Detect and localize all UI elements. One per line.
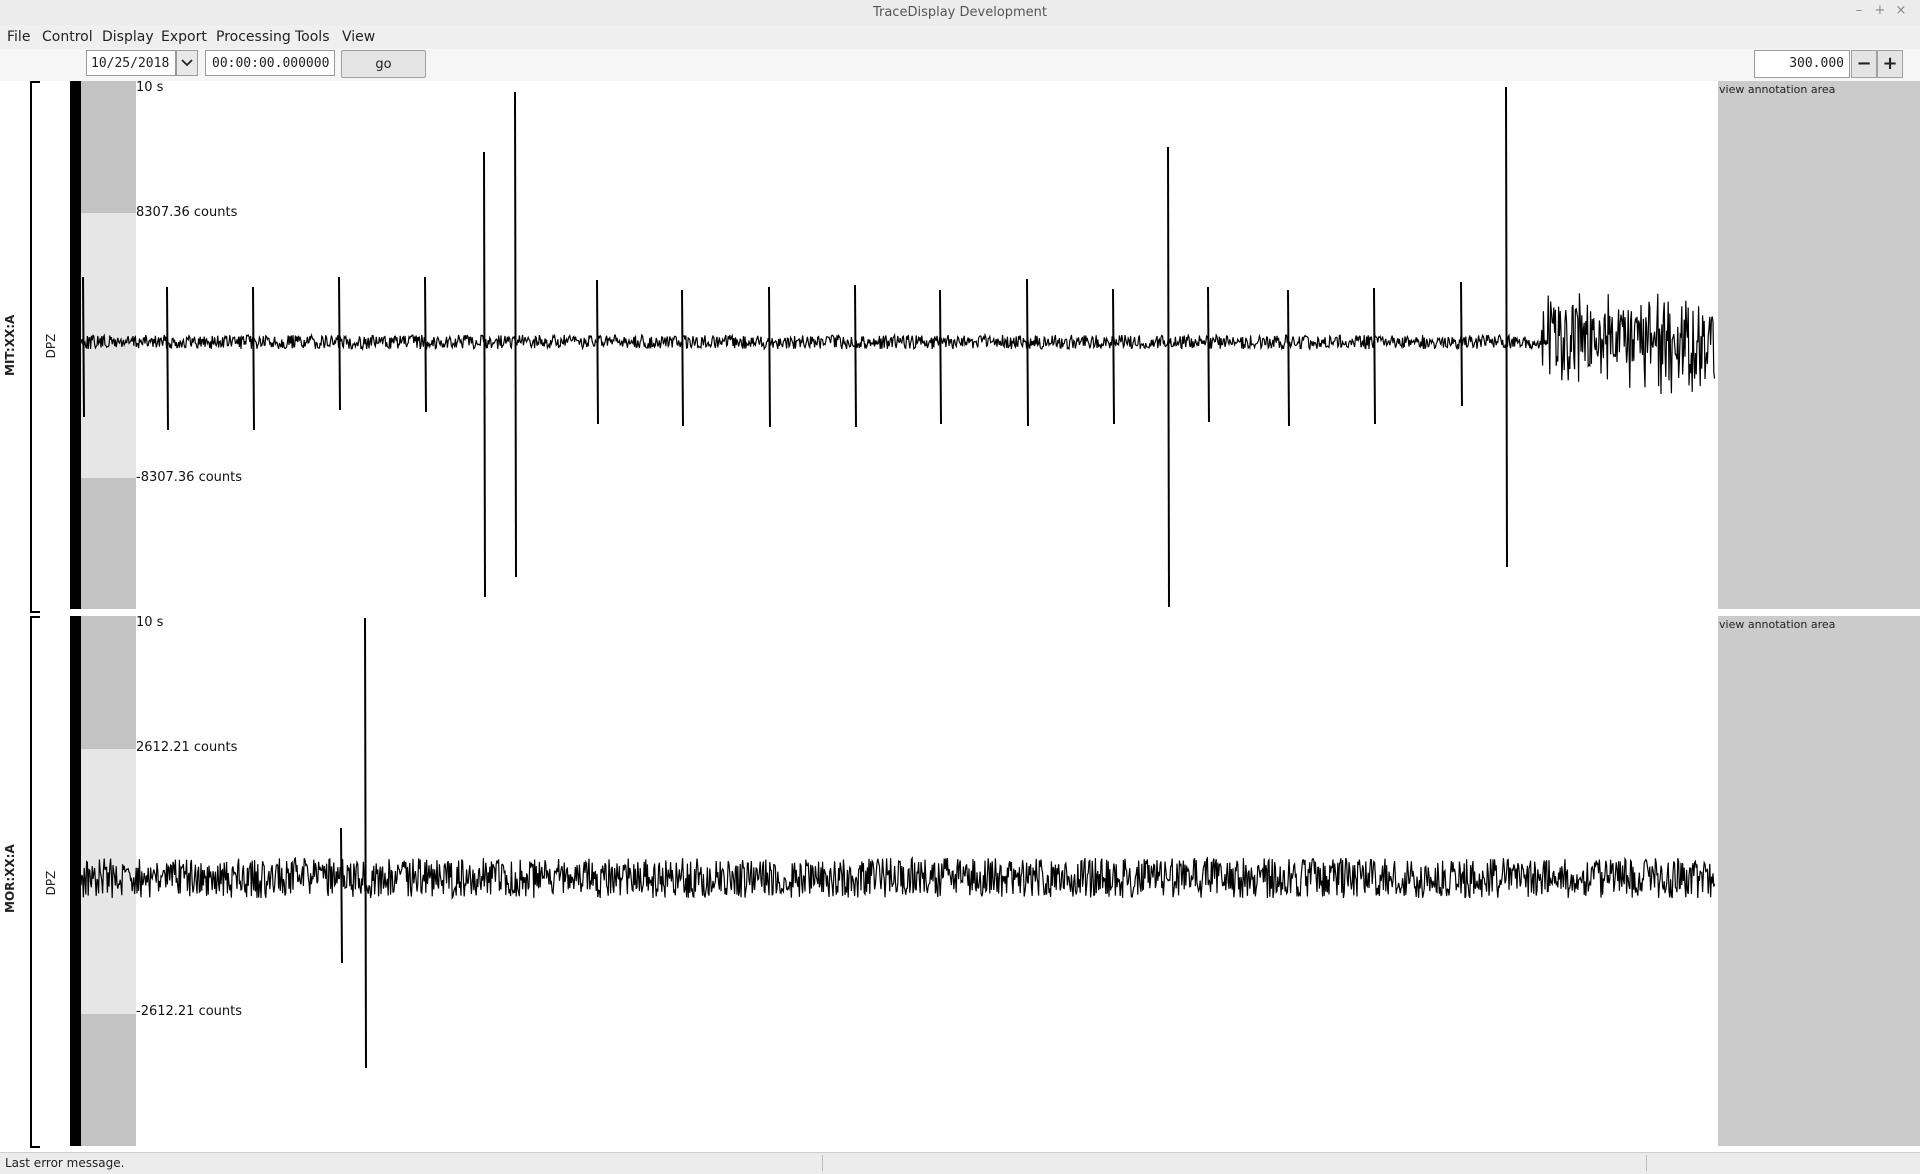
date-input[interactable]: 10/25/2018 — [86, 50, 176, 76]
station-bracket — [30, 616, 40, 1148]
annotation-label: view annotation area — [1719, 83, 1836, 96]
close-button[interactable]: × — [1895, 3, 1907, 18]
menu-display[interactable]: Display — [102, 29, 154, 45]
trace-spike — [1167, 146, 1170, 608]
status-separator — [822, 1155, 823, 1171]
trace-spike — [681, 289, 684, 427]
status-separator — [1646, 1155, 1647, 1171]
scale-band — [81, 616, 136, 749]
trace-spike — [483, 151, 486, 598]
trace-spike — [1505, 86, 1508, 568]
maximize-button[interactable]: + — [1874, 3, 1886, 18]
chevron-down-icon — [181, 59, 193, 67]
seismogram-trace[interactable] — [81, 616, 1715, 1146]
station-label: MOR:XX:A — [3, 844, 17, 913]
station-bracket — [30, 81, 40, 613]
trace-spike — [82, 276, 85, 418]
trace-spike — [596, 279, 599, 425]
trace-spike — [338, 276, 341, 411]
trace-spike — [166, 286, 169, 431]
trace-panel-1[interactable]: MIT:XX:A DPZ 10 s 8307.36 counts -8307.3… — [0, 80, 1920, 613]
trace-spike — [1287, 289, 1290, 427]
menu-control[interactable]: Control — [42, 29, 93, 45]
amplitude-min-label: -8307.36 counts — [136, 470, 243, 485]
channel-label: DPZ — [44, 870, 58, 896]
trace-spike — [424, 276, 427, 413]
amplitude-max-label: 2612.21 counts — [136, 740, 238, 755]
trace-divider — [30, 614, 1920, 616]
trace-spike — [854, 284, 857, 428]
trace-spike — [1460, 281, 1463, 407]
trace-spike — [1207, 286, 1210, 423]
zoom-out-button[interactable]: − — [1851, 50, 1877, 78]
annotation-area[interactable]: view annotation area — [1718, 616, 1920, 1146]
title-bar: TraceDisplay Development – + × — [0, 0, 1920, 26]
menu-view[interactable]: View — [342, 29, 376, 45]
channel-label: DPZ — [44, 333, 58, 359]
status-bar: Last error message. — [0, 1152, 1920, 1174]
trace-spike — [1112, 288, 1115, 425]
scale-bar — [70, 81, 81, 609]
time-input[interactable]: 00:00:00.000000 — [205, 50, 335, 76]
trace-spike — [364, 617, 367, 1069]
menu-tools[interactable]: Tools — [295, 29, 330, 45]
trace-spike — [514, 91, 517, 578]
station-label: MIT:XX:A — [3, 314, 17, 376]
trace-spike — [252, 286, 255, 431]
window-title: TraceDisplay Development — [872, 5, 1048, 20]
menu-processing[interactable]: Processing — [216, 29, 291, 45]
scale-bar — [70, 616, 81, 1146]
seismogram-trace[interactable] — [81, 81, 1715, 609]
minimize-button[interactable]: – — [1855, 3, 1863, 18]
status-message: Last error message. — [5, 1156, 125, 1170]
trace-waveform — [81, 856, 1715, 900]
amplitude-max-label: 8307.36 counts — [136, 205, 238, 220]
trace-spike — [340, 827, 343, 964]
menu-bar: File Control Display Export Processing T… — [0, 25, 1920, 50]
menu-export[interactable]: Export — [161, 29, 207, 45]
scale-band — [81, 478, 136, 609]
trace-waveform — [81, 293, 1715, 395]
trace-spike — [768, 286, 771, 428]
go-button[interactable]: go — [341, 50, 426, 78]
annotation-label: view annotation area — [1719, 618, 1836, 631]
date-dropdown-button[interactable] — [176, 50, 198, 76]
annotation-area[interactable]: view annotation area — [1718, 81, 1920, 609]
time-scale-label: 10 s — [136, 615, 164, 630]
trace-spike — [1373, 287, 1376, 425]
scale-band — [81, 81, 136, 213]
menu-file[interactable]: File — [7, 29, 31, 45]
amplitude-min-label: -2612.21 counts — [136, 1004, 243, 1019]
zoom-in-button[interactable]: + — [1877, 50, 1903, 78]
trace-spike — [1026, 278, 1029, 427]
trace-spike — [939, 289, 942, 425]
window-length-input[interactable]: 300.000 — [1754, 50, 1850, 78]
trace-panel-2[interactable]: MOR:XX:A DPZ 10 s 2612.21 counts -2612.2… — [0, 615, 1920, 1148]
time-scale-label: 10 s — [136, 80, 164, 95]
scale-band — [81, 1014, 136, 1146]
toolbar: 10/25/2018 00:00:00.000000 go 300.000 − … — [0, 49, 1920, 81]
